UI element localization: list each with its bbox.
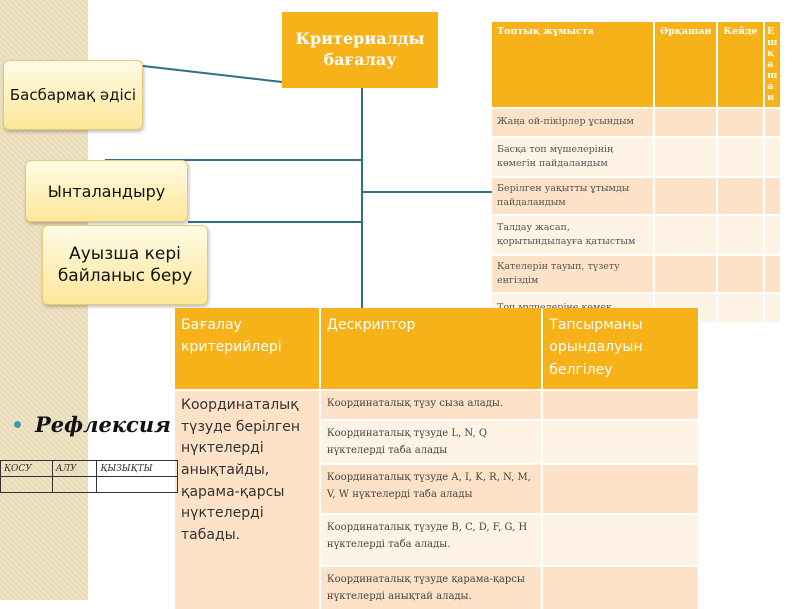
table-row xyxy=(0,476,178,493)
column-header: ҚЫЗЫҚТЫ xyxy=(96,460,178,477)
cell[interactable] xyxy=(717,176,766,215)
cell[interactable] xyxy=(764,214,782,255)
cell[interactable] xyxy=(0,476,53,493)
table-row: Қателерін тауып, түзету енгіздім xyxy=(492,254,782,293)
table-row: Берілген уақытты ұтымды пайдаландым xyxy=(492,176,782,215)
cell[interactable] xyxy=(51,476,98,493)
row-label: Басқа топ мүшелерінің көмегін пайдаланды… xyxy=(492,136,655,177)
connector-line xyxy=(142,65,283,83)
descriptor-cell: Координаталық түзуде B, C, D, F, G, H нү… xyxy=(319,513,544,566)
reflection-title: Рефлексия xyxy=(35,412,171,437)
criteria-table: Бағалау критерийлері Дескриптор Тапсырма… xyxy=(175,308,700,609)
table-row: Талдау жасап, қорытындылауға қатыстым xyxy=(492,214,782,255)
cell[interactable] xyxy=(717,292,766,322)
column-header: Тапсырманы орындалуын белгілеу xyxy=(542,308,700,390)
column-header: ҚОСУ xyxy=(0,460,53,477)
table-row: Басқа топ мүшелерінің көмегін пайдаланды… xyxy=(492,136,782,177)
table-row: Координаталық түзуде A, I, K, R, N, M, V… xyxy=(175,463,700,514)
cell[interactable] xyxy=(653,176,719,215)
method-oral-feedback: Ауызша кері байланыс беру xyxy=(42,225,208,305)
table-header-row: Бағалау критерийлері Дескриптор Тапсырма… xyxy=(175,308,700,390)
row-label: Жаңа ой-пікірлер ұсындым xyxy=(492,107,655,137)
cell[interactable] xyxy=(653,254,719,293)
reflection-heading: Рефлексия xyxy=(14,412,171,437)
cell[interactable] xyxy=(764,136,782,177)
cell[interactable] xyxy=(653,214,719,255)
table-header-row: Топтық жұмыста Әрқашан Кейде Ешқашан xyxy=(492,22,782,108)
cell[interactable] xyxy=(717,214,766,255)
table-row: Жаңа ой-пікірлер ұсындым xyxy=(492,107,782,137)
mark-cell[interactable] xyxy=(542,513,700,566)
descriptor-cell: Координаталық түзуде қарама-қарсы нүктел… xyxy=(319,565,544,609)
cell[interactable] xyxy=(653,136,719,177)
mark-cell[interactable] xyxy=(542,463,700,514)
descriptor-cell: Координаталық түзу сыза алады. xyxy=(319,389,544,420)
method-thumbs: Басбармақ әдісі xyxy=(3,60,143,130)
cell[interactable] xyxy=(717,136,766,177)
column-header: Кейде xyxy=(717,22,766,108)
reflection-table: ҚОСУ АЛУ ҚЫЗЫҚТЫ xyxy=(0,460,178,493)
cell[interactable] xyxy=(653,107,719,137)
cell[interactable] xyxy=(717,107,766,137)
cell[interactable] xyxy=(717,254,766,293)
column-header: Дескриптор xyxy=(319,308,544,390)
criterion-cell: Координаталық түзуде берілген нүктелерді… xyxy=(175,389,321,609)
row-label: Қателерін тауып, түзету енгіздім xyxy=(492,254,655,293)
bullet-icon xyxy=(14,421,21,428)
cell[interactable] xyxy=(764,176,782,215)
column-header: Бағалау критерийлері xyxy=(175,308,321,390)
cell[interactable] xyxy=(764,254,782,293)
cell[interactable] xyxy=(764,292,782,322)
criteria-assessment-title: Критериалды бағалау xyxy=(282,12,438,88)
table-row: Координаталық түзуде B, C, D, F, G, H нү… xyxy=(175,513,700,566)
column-header: АЛУ xyxy=(51,460,98,477)
method-motivation: Ынталандыру xyxy=(25,160,188,222)
table-row: Координаталық түзуде L, N, Q нүктелерді … xyxy=(175,419,700,464)
row-label: Берілген уақытты ұтымды пайдаландым xyxy=(492,176,655,215)
table-row: Координаталық түзуде берілген нүктелерді… xyxy=(175,389,700,609)
row-label: Талдау жасап, қорытындылауға қатыстым xyxy=(492,214,655,255)
table-header-row: ҚОСУ АЛУ ҚЫЗЫҚТЫ xyxy=(0,460,178,477)
mark-cell[interactable] xyxy=(542,565,700,609)
column-header: Ешқашан xyxy=(764,22,782,108)
column-header: Әрқашан xyxy=(653,22,719,108)
cell[interactable] xyxy=(96,476,178,493)
descriptor-cell: Координаталық түзуде A, I, K, R, N, M, V… xyxy=(319,463,544,514)
group-work-table: Топтық жұмыста Әрқашан Кейде Ешқашан Жаң… xyxy=(492,22,782,322)
mark-cell[interactable] xyxy=(542,419,700,464)
descriptor-cell: Координаталық түзуде L, N, Q нүктелерді … xyxy=(319,419,544,464)
column-header: Топтық жұмыста xyxy=(492,22,655,108)
mark-cell[interactable] xyxy=(542,389,700,420)
cell[interactable] xyxy=(764,107,782,137)
